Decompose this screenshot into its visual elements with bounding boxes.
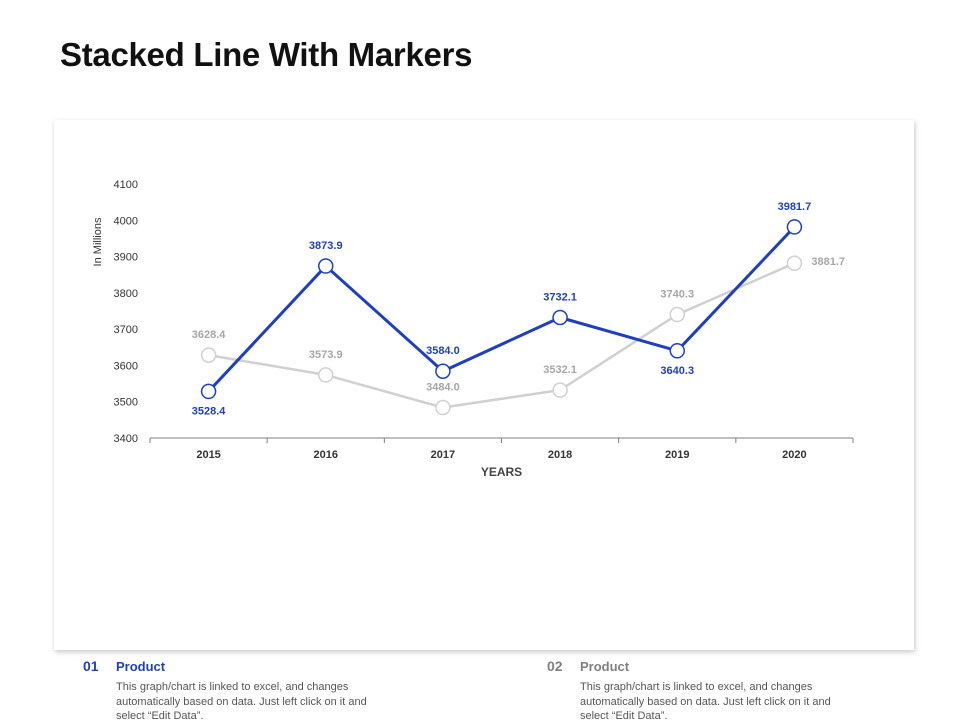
series-2-line — [208, 262, 795, 409]
series-2-marker — [318, 367, 334, 383]
series-1-data-label: 3732.1 — [543, 291, 577, 303]
series-1-data-label: 3981.7 — [778, 201, 812, 213]
y-tick-label: 3700 — [114, 324, 138, 336]
x-tick-label: 2015 — [196, 449, 220, 461]
y-tick-label: 4100 — [114, 179, 138, 191]
y-tick-label: 3500 — [114, 397, 138, 409]
product-number: 01 — [83, 658, 99, 674]
y-tick-label: 3400 — [114, 433, 138, 445]
series-2-data-label: 3628.4 — [192, 329, 227, 341]
x-tick-label: 2018 — [548, 449, 572, 461]
product-number: 02 — [547, 658, 563, 674]
series-1-marker — [552, 309, 568, 326]
series-1-marker — [200, 383, 217, 400]
series-1-data-label: 3528.4 — [192, 405, 227, 417]
product-description: This graph/chart is linked to excel, and… — [116, 681, 367, 722]
product-name: Product — [116, 659, 166, 674]
line-chart[interactable]: 3400 3500 3600 3700 3800 3900 4000 4100 In Milli… — [54, 120, 914, 650]
chart-card: 3400 3500 3600 3700 3800 3900 4000 4100 In Milli… — [54, 120, 914, 722]
series-1-line — [207, 225, 796, 393]
x-tick-label: 2017 — [431, 449, 455, 461]
series-2-data-label: 3532.1 — [543, 364, 577, 376]
x-tick-label: 2020 — [782, 449, 806, 461]
y-tick-label: 3800 — [114, 288, 138, 300]
series-2-marker — [552, 382, 568, 398]
y-axis-label: In Millions — [92, 217, 104, 266]
x-axis-label: YEARS — [481, 465, 522, 479]
series-2-data-label: 3573.9 — [309, 349, 343, 361]
x-tick-label: 2019 — [665, 449, 689, 461]
series-2-data-label: 3484.0 — [426, 382, 460, 394]
series-2-marker — [435, 399, 451, 416]
y-tick-label: 3900 — [114, 252, 138, 264]
series-1-marker — [435, 363, 451, 379]
y-tick-label: 3600 — [114, 360, 138, 372]
series-1-data-label: 3873.9 — [309, 240, 343, 252]
series-2-marker — [786, 255, 803, 271]
series-2-data-label: 3881.7 — [811, 256, 845, 268]
product-description: This graph/chart is linked to excel, and… — [580, 681, 831, 722]
series-2-data-label: 3740.3 — [660, 289, 694, 301]
x-tick-label: 2016 — [314, 449, 338, 461]
product-name: Product — [580, 659, 630, 674]
series-1-data-label: 3640.3 — [660, 365, 694, 377]
series-2-marker — [200, 347, 217, 363]
y-tick-label: 4000 — [114, 215, 138, 227]
series-1-marker — [669, 343, 685, 359]
series-2-marker — [669, 306, 685, 323]
page-title: Stacked Line With Markers — [60, 36, 473, 73]
series-1-data-label: 3584.0 — [426, 345, 460, 357]
series-1-marker — [786, 219, 803, 235]
series-1-marker — [318, 258, 334, 274]
